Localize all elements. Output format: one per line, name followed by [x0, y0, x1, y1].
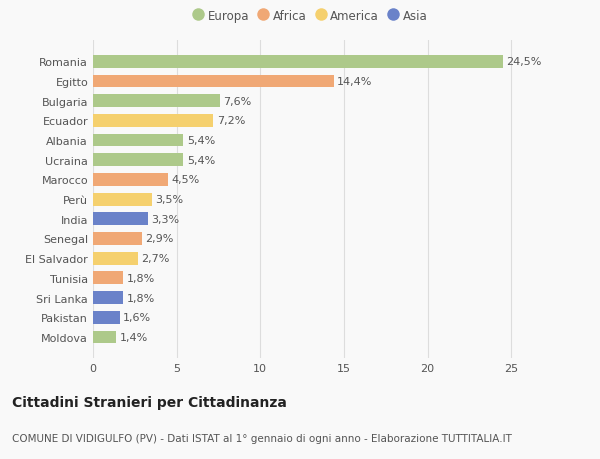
- Text: 1,8%: 1,8%: [127, 273, 155, 283]
- Bar: [93, 174, 168, 186]
- Bar: [93, 154, 184, 167]
- Text: 2,7%: 2,7%: [142, 254, 170, 263]
- Text: 1,6%: 1,6%: [123, 313, 151, 323]
- Bar: [93, 252, 138, 265]
- Text: 3,5%: 3,5%: [155, 195, 183, 205]
- Bar: [93, 331, 116, 344]
- Bar: [93, 272, 123, 285]
- Bar: [93, 213, 148, 226]
- Text: COMUNE DI VIDIGULFO (PV) - Dati ISTAT al 1° gennaio di ogni anno - Elaborazione : COMUNE DI VIDIGULFO (PV) - Dati ISTAT al…: [12, 433, 512, 442]
- Text: 1,4%: 1,4%: [120, 332, 148, 342]
- Text: 2,9%: 2,9%: [145, 234, 173, 244]
- Text: 3,3%: 3,3%: [152, 214, 179, 224]
- Bar: [93, 233, 142, 246]
- Legend: Europa, Africa, America, Asia: Europa, Africa, America, Asia: [194, 10, 427, 23]
- Text: 7,6%: 7,6%: [223, 96, 252, 106]
- Bar: [93, 95, 220, 108]
- Bar: [93, 134, 184, 147]
- Text: 14,4%: 14,4%: [337, 77, 373, 87]
- Bar: [93, 311, 120, 324]
- Text: 24,5%: 24,5%: [506, 57, 542, 67]
- Text: 5,4%: 5,4%: [187, 136, 215, 146]
- Bar: [93, 75, 334, 88]
- Bar: [93, 193, 152, 206]
- Text: 5,4%: 5,4%: [187, 155, 215, 165]
- Text: 7,2%: 7,2%: [217, 116, 245, 126]
- Bar: [93, 115, 214, 128]
- Text: 4,5%: 4,5%: [172, 175, 200, 185]
- Bar: [93, 291, 123, 304]
- Text: Cittadini Stranieri per Cittadinanza: Cittadini Stranieri per Cittadinanza: [12, 395, 287, 409]
- Bar: [93, 56, 503, 68]
- Text: 1,8%: 1,8%: [127, 293, 155, 303]
